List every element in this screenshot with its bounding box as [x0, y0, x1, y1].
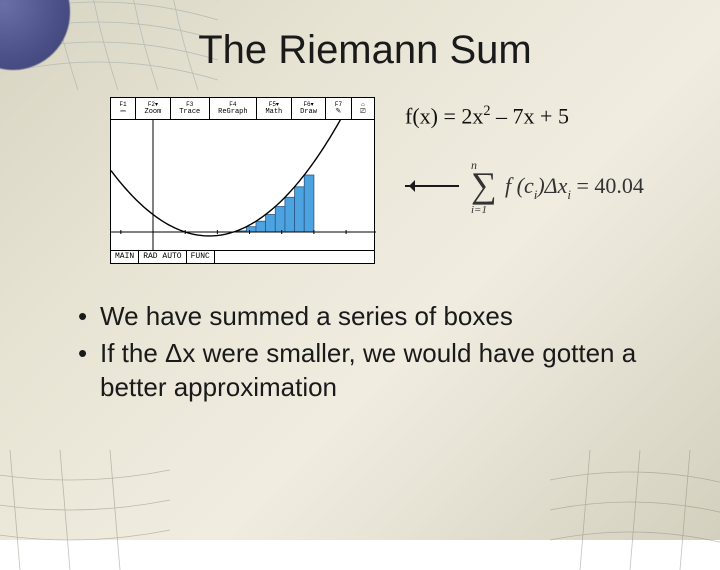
summation-line: n ∑ i=1 f (ci)Δxi = 40.04	[405, 157, 691, 215]
calculator-toolbar: F1⎓F2▾ZoomF3TraceF4ReGraphF5▾MathF6▾Draw…	[111, 98, 374, 120]
bullet-item: We have summed a series of boxes	[78, 300, 660, 333]
toolbar-button: F4ReGraph	[210, 98, 257, 119]
figure-row: F1⎓F2▾ZoomF3TraceF4ReGraphF5▾MathF6▾Draw…	[110, 97, 680, 264]
calculator-screenshot: F1⎓F2▾ZoomF3TraceF4ReGraphF5▾MathF6▾Draw…	[110, 97, 375, 264]
riemann-plot-svg	[111, 120, 376, 250]
toolbar-button: F1⎓	[111, 98, 136, 119]
calculator-statusbar: MAIN RAD AUTO FUNC	[111, 250, 374, 263]
sum-body: f (ci)Δxi = 40.04	[505, 173, 644, 202]
bullet-list: We have summed a series of boxes If the Δ…	[78, 300, 660, 404]
slide-content: The Riemann Sum F1⎓F2▾ZoomF3TraceF4ReGra…	[0, 0, 720, 540]
toolbar-button: F7✎	[326, 98, 351, 119]
status-angle: RAD AUTO	[139, 251, 186, 263]
status-mode: MAIN	[111, 251, 139, 263]
toolbar-button: F6▾Draw	[292, 98, 327, 119]
toolbar-button: F5▾Math	[257, 98, 292, 119]
function-formula: f(x) = 2x2 – 7x + 5	[405, 103, 691, 129]
sum-lower: i=1	[471, 204, 487, 215]
bullet-item: If the Δx were smaller, we would have go…	[78, 337, 660, 404]
sigma-symbol: ∑	[471, 165, 497, 205]
slide-title: The Riemann Sum	[50, 28, 680, 73]
fx-prefix: f(x) = 2x	[405, 103, 483, 128]
toolbar-button: F2▾Zoom	[136, 98, 171, 119]
fx-exponent: 2	[483, 103, 490, 119]
arrow-icon	[405, 185, 459, 187]
fx-suffix: – 7x + 5	[491, 103, 569, 128]
formula-column: f(x) = 2x2 – 7x + 5 n ∑ i=1 f (ci)Δxi = …	[405, 97, 691, 215]
toolbar-button: F3Trace	[171, 98, 210, 119]
status-graph: FUNC	[187, 251, 215, 263]
toolbar-button: ⌂⎚	[352, 98, 375, 119]
summation-formula: n ∑ i=1 f (ci)Δxi = 40.04	[471, 157, 691, 215]
calculator-plot	[111, 120, 374, 250]
